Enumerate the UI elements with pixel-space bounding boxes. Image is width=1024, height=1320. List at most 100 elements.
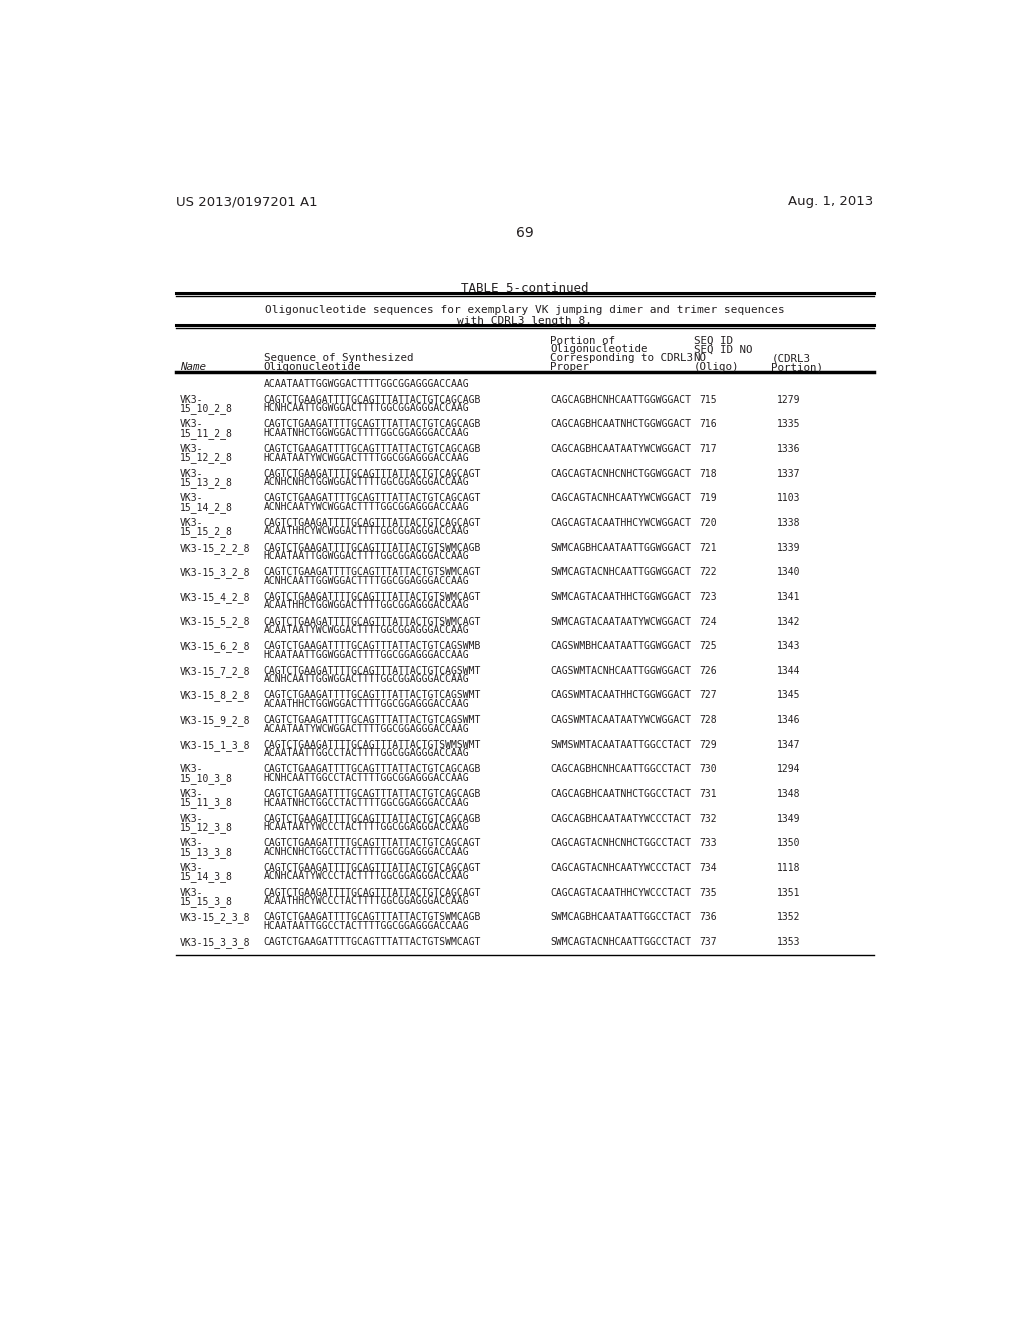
Text: CAGTCTGAAGATTTTGCAGTTTATTACTGTCAGSWMT: CAGTCTGAAGATTTTGCAGTTTATTACTGTCAGSWMT <box>263 715 481 725</box>
Text: CAGTCTGAAGATTTTGCAGTTTATTACTGTCAGCAGT: CAGTCTGAAGATTTTGCAGTTTATTACTGTCAGCAGT <box>263 517 481 528</box>
Text: HCAATNHCTGGWGGACTTTTGGCGGAGGGACCAAG: HCAATNHCTGGWGGACTTTTGGCGGAGGGACCAAG <box>263 428 469 438</box>
Text: 723: 723 <box>699 591 717 602</box>
Text: ACNHCAATYWCWGGACTTTTGGCGGAGGGACCAAG: ACNHCAATYWCWGGACTTTTGGCGGAGGGACCAAG <box>263 502 469 512</box>
Text: SWMCAGBHCAATAATTGGCCTACT: SWMCAGBHCAATAATTGGCCTACT <box>550 912 691 923</box>
Text: 1345: 1345 <box>776 690 800 701</box>
Text: SEQ ID NO: SEQ ID NO <box>693 345 753 354</box>
Text: CAGTCTGAAGATTTTGCAGTTTATTACTGTSWMSWMT: CAGTCTGAAGATTTTGCAGTTTATTACTGTSWMSWMT <box>263 739 481 750</box>
Text: 1118: 1118 <box>776 863 800 873</box>
Text: (CDRL3: (CDRL3 <box>771 354 810 363</box>
Text: 15_13_2_8: 15_13_2_8 <box>180 478 232 488</box>
Text: CAGCAGBHCAATNHCTGGCCTACT: CAGCAGBHCAATNHCTGGCCTACT <box>550 789 691 799</box>
Text: CAGTCTGAAGATTTTGCAGTTTATTACTGTCAGCAGT: CAGTCTGAAGATTTTGCAGTTTATTACTGTCAGCAGT <box>263 838 481 849</box>
Text: VK3-15_5_2_8: VK3-15_5_2_8 <box>180 616 251 627</box>
Text: CAGTCTGAAGATTTTGCAGTTTATTACTGTCAGCAGB: CAGTCTGAAGATTTTGCAGTTTATTACTGTCAGCAGB <box>263 813 481 824</box>
Text: VK3-: VK3- <box>180 395 204 405</box>
Text: 1342: 1342 <box>776 616 800 627</box>
Text: CAGTCTGAAGATTTTGCAGTTTATTACTGTCAGCAGT: CAGTCTGAAGATTTTGCAGTTTATTACTGTCAGCAGT <box>263 863 481 873</box>
Text: HCAATAATYWCWGGACTTTTGGCGGAGGGACCAAG: HCAATAATYWCWGGACTTTTGGCGGAGGGACCAAG <box>263 453 469 462</box>
Text: (Oligo): (Oligo) <box>693 362 739 372</box>
Text: ACNHCAATTGGWGGACTTTTGGCGGAGGGACCAAG: ACNHCAATTGGWGGACTTTTGGCGGAGGGACCAAG <box>263 675 469 684</box>
Text: 735: 735 <box>699 887 717 898</box>
Text: 1339: 1339 <box>776 543 800 553</box>
Text: CAGTCTGAAGATTTTGCAGTTTATTACTGTSWMCAGT: CAGTCTGAAGATTTTGCAGTTTATTACTGTSWMCAGT <box>263 568 481 577</box>
Text: VK3-15_6_2_8: VK3-15_6_2_8 <box>180 642 251 652</box>
Text: CAGTCTGAAGATTTTGCAGTTTATTACTGTCAGCAGT: CAGTCTGAAGATTTTGCAGTTTATTACTGTCAGCAGT <box>263 494 481 503</box>
Text: 1294: 1294 <box>776 764 800 775</box>
Text: HCAATAATTGGCCTACTTTTGGCGGAGGGACCAAG: HCAATAATTGGCCTACTTTTGGCGGAGGGACCAAG <box>263 921 469 931</box>
Text: 1352: 1352 <box>776 912 800 923</box>
Text: 1341: 1341 <box>776 591 800 602</box>
Text: VK3-: VK3- <box>180 863 204 873</box>
Text: CAGCAGBHCAATAATYWCCCTACT: CAGCAGBHCAATAATYWCCCTACT <box>550 813 691 824</box>
Text: NO: NO <box>693 354 707 363</box>
Text: 1343: 1343 <box>776 642 800 651</box>
Text: ACNHCNHCTGGWGGACTTTTGGCGGAGGGACCAAG: ACNHCNHCTGGWGGACTTTTGGCGGAGGGACCAAG <box>263 478 469 487</box>
Text: 15_10_3_8: 15_10_3_8 <box>180 774 232 784</box>
Text: HCAATNHCTGGCCTACTTTTGGCGGAGGGACCAAG: HCAATNHCTGGCCTACTTTTGGCGGAGGGACCAAG <box>263 797 469 808</box>
Text: 15_14_2_8: 15_14_2_8 <box>180 502 232 512</box>
Text: 736: 736 <box>699 912 717 923</box>
Text: VK3-: VK3- <box>180 838 204 849</box>
Text: 721: 721 <box>699 543 717 553</box>
Text: VK3-: VK3- <box>180 444 204 454</box>
Text: CAGCAGBHCAATNHCTGGWGGACT: CAGCAGBHCAATNHCTGGWGGACT <box>550 420 691 429</box>
Text: VK3-: VK3- <box>180 764 204 775</box>
Text: 1340: 1340 <box>776 568 800 577</box>
Text: CAGCAGTACNHCAATYWCCCTACT: CAGCAGTACNHCAATYWCCCTACT <box>550 863 691 873</box>
Text: 717: 717 <box>699 444 717 454</box>
Text: Proper: Proper <box>550 362 590 372</box>
Text: ACAATAATTGGCCTACTTTTGGCGGAGGGACCAAG: ACAATAATTGGCCTACTTTTGGCGGAGGGACCAAG <box>263 748 469 758</box>
Text: VK3-: VK3- <box>180 887 204 898</box>
Text: 69: 69 <box>516 226 534 240</box>
Text: CAGCAGTACAATНHCYWCCCTACT: CAGCAGTACAATНHCYWCCCTACT <box>550 887 691 898</box>
Text: 722: 722 <box>699 568 717 577</box>
Text: US 2013/0197201 A1: US 2013/0197201 A1 <box>176 195 317 209</box>
Text: VK3-15_2_2_8: VK3-15_2_2_8 <box>180 543 251 553</box>
Text: CAGCAGBHCNHCAATTGGCCTACT: CAGCAGBHCNHCAATTGGCCTACT <box>550 764 691 775</box>
Text: 716: 716 <box>699 420 717 429</box>
Text: VK3-15_9_2_8: VK3-15_9_2_8 <box>180 715 251 726</box>
Text: 732: 732 <box>699 813 717 824</box>
Text: 715: 715 <box>699 395 717 405</box>
Text: HCAATAATTGGWGGACTTTTGGCGGAGGGACCAAG: HCAATAATTGGWGGACTTTTGGCGGAGGGACCAAG <box>263 552 469 561</box>
Text: SWMSWMTACAATAATTGGCCTACT: SWMSWMTACAATAATTGGCCTACT <box>550 739 691 750</box>
Text: 1337: 1337 <box>776 469 800 479</box>
Text: CAGTCTGAAGATTTTGCAGTTTATTACTGTSWMCAGB: CAGTCTGAAGATTTTGCAGTTTATTACTGTSWMCAGB <box>263 912 481 923</box>
Text: CAGTCTGAAGATTTTGCAGTTTATTACTGTSWMCAGT: CAGTCTGAAGATTTTGCAGTTTATTACTGTSWMCAGT <box>263 591 481 602</box>
Text: HCAATAATTGGWGGACTTTTGGCGGAGGGACCAAG: HCAATAATTGGWGGACTTTTGGCGGAGGGACCAAG <box>263 649 469 660</box>
Text: 15_11_3_8: 15_11_3_8 <box>180 797 232 808</box>
Text: CAGCAGBHCNHCAATTGGWGGACT: CAGCAGBHCNHCAATTGGWGGACT <box>550 395 691 405</box>
Text: CAGSWMTACAATНHCTGGWGGACT: CAGSWMTACAATНHCTGGWGGACT <box>550 690 691 701</box>
Text: Sequence of Synthesized: Sequence of Synthesized <box>263 354 413 363</box>
Text: 724: 724 <box>699 616 717 627</box>
Text: CAGTCTGAAGATTTTGCAGTTTATTACTGTCAGCAGB: CAGTCTGAAGATTTTGCAGTTTATTACTGTCAGCAGB <box>263 444 481 454</box>
Text: 1347: 1347 <box>776 739 800 750</box>
Text: ACAATНHCTGGWGGACTTTTGGCGGAGGGACCAAG: ACAATНHCTGGWGGACTTTTGGCGGAGGGACCAAG <box>263 601 469 610</box>
Text: CAGTCTGAAGATTTTGCAGTTTATTACTGTCAGSWMB: CAGTCTGAAGATTTTGCAGTTTATTACTGTCAGSWMB <box>263 642 481 651</box>
Text: 1338: 1338 <box>776 517 800 528</box>
Text: VK3-15_7_2_8: VK3-15_7_2_8 <box>180 665 251 677</box>
Text: VK3-: VK3- <box>180 469 204 479</box>
Text: CAGCAGTACNHCNHCTGGWGGACT: CAGCAGTACNHCNHCTGGWGGACT <box>550 469 691 479</box>
Text: CAGTCTGAAGATTTTGCAGTTTATTACTGTSWMCAGB: CAGTCTGAAGATTTTGCAGTTTATTACTGTSWMCAGB <box>263 543 481 553</box>
Text: 15_12_3_8: 15_12_3_8 <box>180 822 232 833</box>
Text: SWMCAGTACAATНHCTGGWGGACT: SWMCAGTACAATНHCTGGWGGACT <box>550 591 691 602</box>
Text: 726: 726 <box>699 665 717 676</box>
Text: Name: Name <box>180 362 206 372</box>
Text: VK3-15_2_3_8: VK3-15_2_3_8 <box>180 912 251 923</box>
Text: CAGTCTGAAGATTTTGCAGTTTATTACTGTSWMCAGT: CAGTCTGAAGATTTTGCAGTTTATTACTGTSWMCAGT <box>263 616 481 627</box>
Text: with CDRL3 length 8.: with CDRL3 length 8. <box>458 317 592 326</box>
Text: 15_13_3_8: 15_13_3_8 <box>180 847 232 858</box>
Text: Oligonucleotide sequences for exemplary VK jumping dimer and trimer sequences: Oligonucleotide sequences for exemplary … <box>265 305 784 315</box>
Text: CAGTCTGAAGATTTTGCAGTTTATTACTGTSWMCAGT: CAGTCTGAAGATTTTGCAGTTTATTACTGTSWMCAGT <box>263 937 481 946</box>
Text: 1346: 1346 <box>776 715 800 725</box>
Text: CAGSWMBHCAATAATTGGWGGACT: CAGSWMBHCAATAATTGGWGGACT <box>550 642 691 651</box>
Text: 725: 725 <box>699 642 717 651</box>
Text: VK3-15_1_3_8: VK3-15_1_3_8 <box>180 739 251 751</box>
Text: Oligonucleotide: Oligonucleotide <box>550 345 648 354</box>
Text: Portion): Portion) <box>771 362 823 372</box>
Text: 1344: 1344 <box>776 665 800 676</box>
Text: 729: 729 <box>699 739 717 750</box>
Text: 15_11_2_8: 15_11_2_8 <box>180 428 232 438</box>
